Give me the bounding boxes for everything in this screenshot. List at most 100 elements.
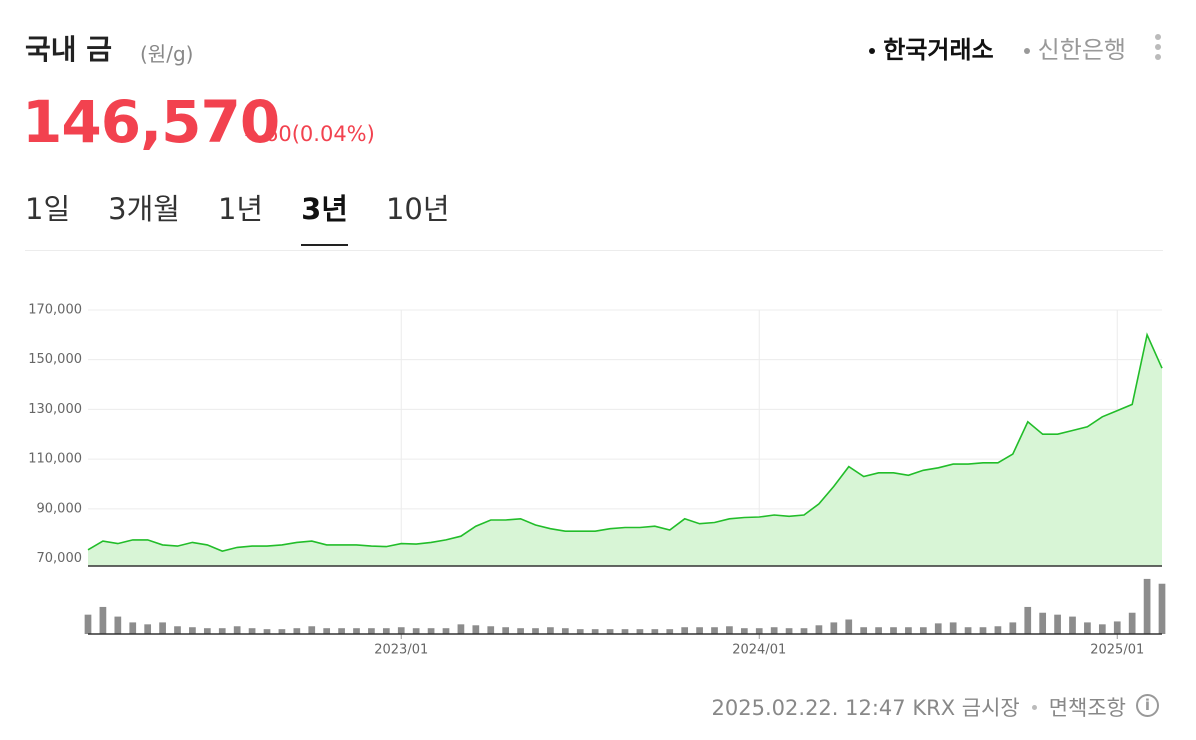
volume-bar: [412, 628, 420, 634]
dot: [1031, 704, 1037, 710]
volume-bar: [860, 627, 868, 634]
volume-bar: [1084, 622, 1091, 634]
volume-bar: [1054, 614, 1061, 634]
volume-bar: [576, 629, 584, 634]
source-option[interactable]: 한국거래소: [869, 30, 993, 65]
volume-bar: [1143, 578, 1151, 634]
volume-bar: [159, 622, 166, 634]
volume-bar: [830, 622, 838, 634]
volume-bar: [502, 627, 510, 634]
volume-bar: [919, 627, 927, 634]
volume-bar: [561, 628, 569, 634]
more-menu[interactable]: [1155, 34, 1161, 64]
volume-bar: [457, 624, 465, 634]
volume-bar: [1024, 606, 1032, 634]
volume-bar: [114, 616, 122, 634]
footer: 2025.02.22. 12:47 KRX 금시장 면책조항: [712, 692, 1126, 722]
period-tab[interactable]: 3년: [301, 186, 348, 246]
volume-bar: [785, 628, 793, 634]
volume-bar: [651, 629, 659, 634]
volume-bar: [248, 628, 256, 634]
volume-bar: [1128, 612, 1136, 634]
title: 국내 금: [25, 33, 113, 66]
volume-bar: [994, 626, 1002, 634]
volume-bar: [1113, 621, 1121, 634]
volume-bar: [711, 627, 718, 634]
volume-bar: [905, 627, 912, 634]
volume-bar: [129, 622, 137, 634]
volume-bar: [1009, 622, 1017, 634]
volume-bar: [308, 626, 316, 634]
price: 146,570: [22, 88, 280, 156]
volume-bar: [487, 626, 495, 634]
source-option[interactable]: 신한은행: [1024, 30, 1126, 65]
volume-bar: [532, 628, 539, 634]
volume-bar: [636, 629, 644, 634]
volume-bar: [770, 627, 778, 634]
x-tick-label: 2023/01: [374, 643, 428, 658]
price-change: 60(0.04%): [265, 122, 375, 146]
price-line: [87, 332, 1163, 552]
unit: (원/g): [140, 42, 194, 66]
volume-bar: [845, 619, 853, 634]
area-fill: [88, 334, 1162, 566]
y-tick-label: 130,000: [28, 402, 82, 417]
period-tabs: 1일 3개월 1년 3년 10년: [25, 186, 450, 246]
volume-bar: [397, 627, 405, 634]
volume-bar: [1098, 624, 1106, 634]
source-list: 한국거래소 신한은행: [869, 30, 1126, 65]
volume-bar: [174, 626, 181, 634]
volume-bar: [666, 629, 674, 634]
volume-bar: [517, 628, 524, 634]
volume-bar: [740, 628, 748, 634]
volume-bar: [353, 628, 360, 634]
volume-bar: [979, 627, 987, 634]
volume-bar: [1039, 612, 1047, 634]
x-tick-label: 2025/01: [1090, 643, 1144, 658]
period-tab[interactable]: 1일: [25, 192, 71, 226]
y-tick-label: 70,000: [37, 551, 83, 566]
volume-bar: [815, 625, 823, 634]
volume-bar: [800, 628, 808, 634]
volume-bar: [382, 628, 390, 634]
y-tick-label: 90,000: [37, 501, 83, 516]
volume-bar: [263, 629, 271, 634]
up-arrow: [245, 127, 259, 136]
volume-bar: [949, 622, 957, 634]
volume-bar: [84, 614, 92, 634]
change-value: 60: [265, 122, 292, 146]
info-icon[interactable]: i: [1136, 694, 1159, 717]
separator: [25, 250, 1163, 251]
disclaimer[interactable]: 면책조항: [1048, 696, 1126, 720]
volume-bar: [1158, 583, 1166, 634]
change-percent: (0.04%): [291, 122, 375, 146]
volume-bar: [1069, 616, 1076, 634]
period-tab[interactable]: 3개월: [108, 192, 180, 226]
volume-bar: [233, 626, 241, 634]
volume-bar: [934, 623, 942, 634]
y-tick-label: 170,000: [28, 302, 82, 317]
volume-bar: [442, 628, 450, 634]
volume-bar: [964, 627, 972, 634]
volume-bar: [99, 606, 107, 634]
volume-bar: [472, 625, 480, 634]
y-tick-label: 110,000: [28, 452, 82, 467]
volume-bar: [547, 627, 554, 634]
volume-bar: [189, 627, 196, 634]
volume-bar: [696, 627, 703, 634]
volume-bar: [144, 624, 152, 634]
volume-bar: [338, 628, 345, 634]
volume-bar: [681, 627, 689, 634]
volume-bar: [293, 628, 301, 634]
timestamp: 2025.02.22. 12:47 KRX 금시장: [711, 696, 1020, 720]
period-tab[interactable]: 1년: [217, 192, 264, 226]
volume-bar: [278, 629, 286, 634]
volume-bar: [890, 627, 897, 634]
volume-bar: [591, 629, 599, 634]
volume-bar: [323, 628, 331, 634]
period-tab[interactable]: 10년: [385, 192, 450, 226]
volume-bar: [606, 629, 614, 634]
volume-bar: [875, 627, 882, 634]
